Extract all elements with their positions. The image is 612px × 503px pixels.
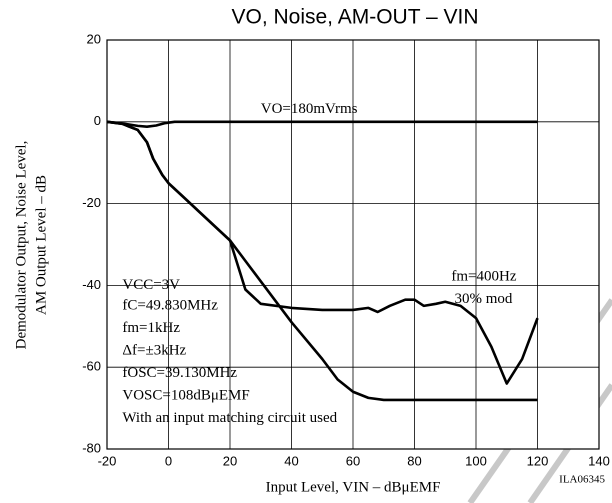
annotation: fm=400Hz xyxy=(451,269,516,285)
line xyxy=(106,120,539,385)
x-tick-label: 40 xyxy=(284,453,298,468)
x-tick-label: 100 xyxy=(465,453,487,468)
x-axis-label: Input Level, VIN – dBμEMF xyxy=(266,479,441,495)
y-tick-label: -20 xyxy=(82,195,101,210)
chart-title: VO, Noise, AM-OUT – VIN xyxy=(231,6,478,29)
x-tick-label: 140 xyxy=(588,453,610,468)
annotation: fC=49.830MHz xyxy=(122,297,218,313)
y-tick-label: 20 xyxy=(87,31,101,46)
annotation: Δf=±3kHz xyxy=(122,342,186,358)
y-tick-label: 0 xyxy=(94,113,101,128)
y-axis-label: AM Output Level – dB xyxy=(33,175,49,315)
y-tick-label: -40 xyxy=(82,277,101,292)
annotation: With an input matching circuit used xyxy=(122,410,337,426)
x-tick-label: 80 xyxy=(407,453,421,468)
annotation: 30% mod xyxy=(454,291,512,307)
annotation: VCC=3V xyxy=(122,277,180,293)
y-axis-label: Demodulator Output, Noise Level, xyxy=(13,141,29,350)
figure-code: ILA06345 xyxy=(559,474,605,486)
annotation: VO=180mVrms xyxy=(261,101,358,117)
x-tick-label: 60 xyxy=(346,453,360,468)
annotation: fm=1kHz xyxy=(122,320,180,336)
x-tick-label: -20 xyxy=(98,453,117,468)
x-tick-label: 0 xyxy=(165,453,172,468)
y-tick-label: -60 xyxy=(82,359,101,374)
x-tick-label: 20 xyxy=(223,453,237,468)
x-tick-label: 120 xyxy=(527,453,549,468)
line xyxy=(106,120,538,129)
y-tick-label: -80 xyxy=(82,440,101,455)
annotation: fOSC=39.130MHz xyxy=(122,365,237,381)
annotation: VOSC=108dBμEMF xyxy=(122,387,249,403)
